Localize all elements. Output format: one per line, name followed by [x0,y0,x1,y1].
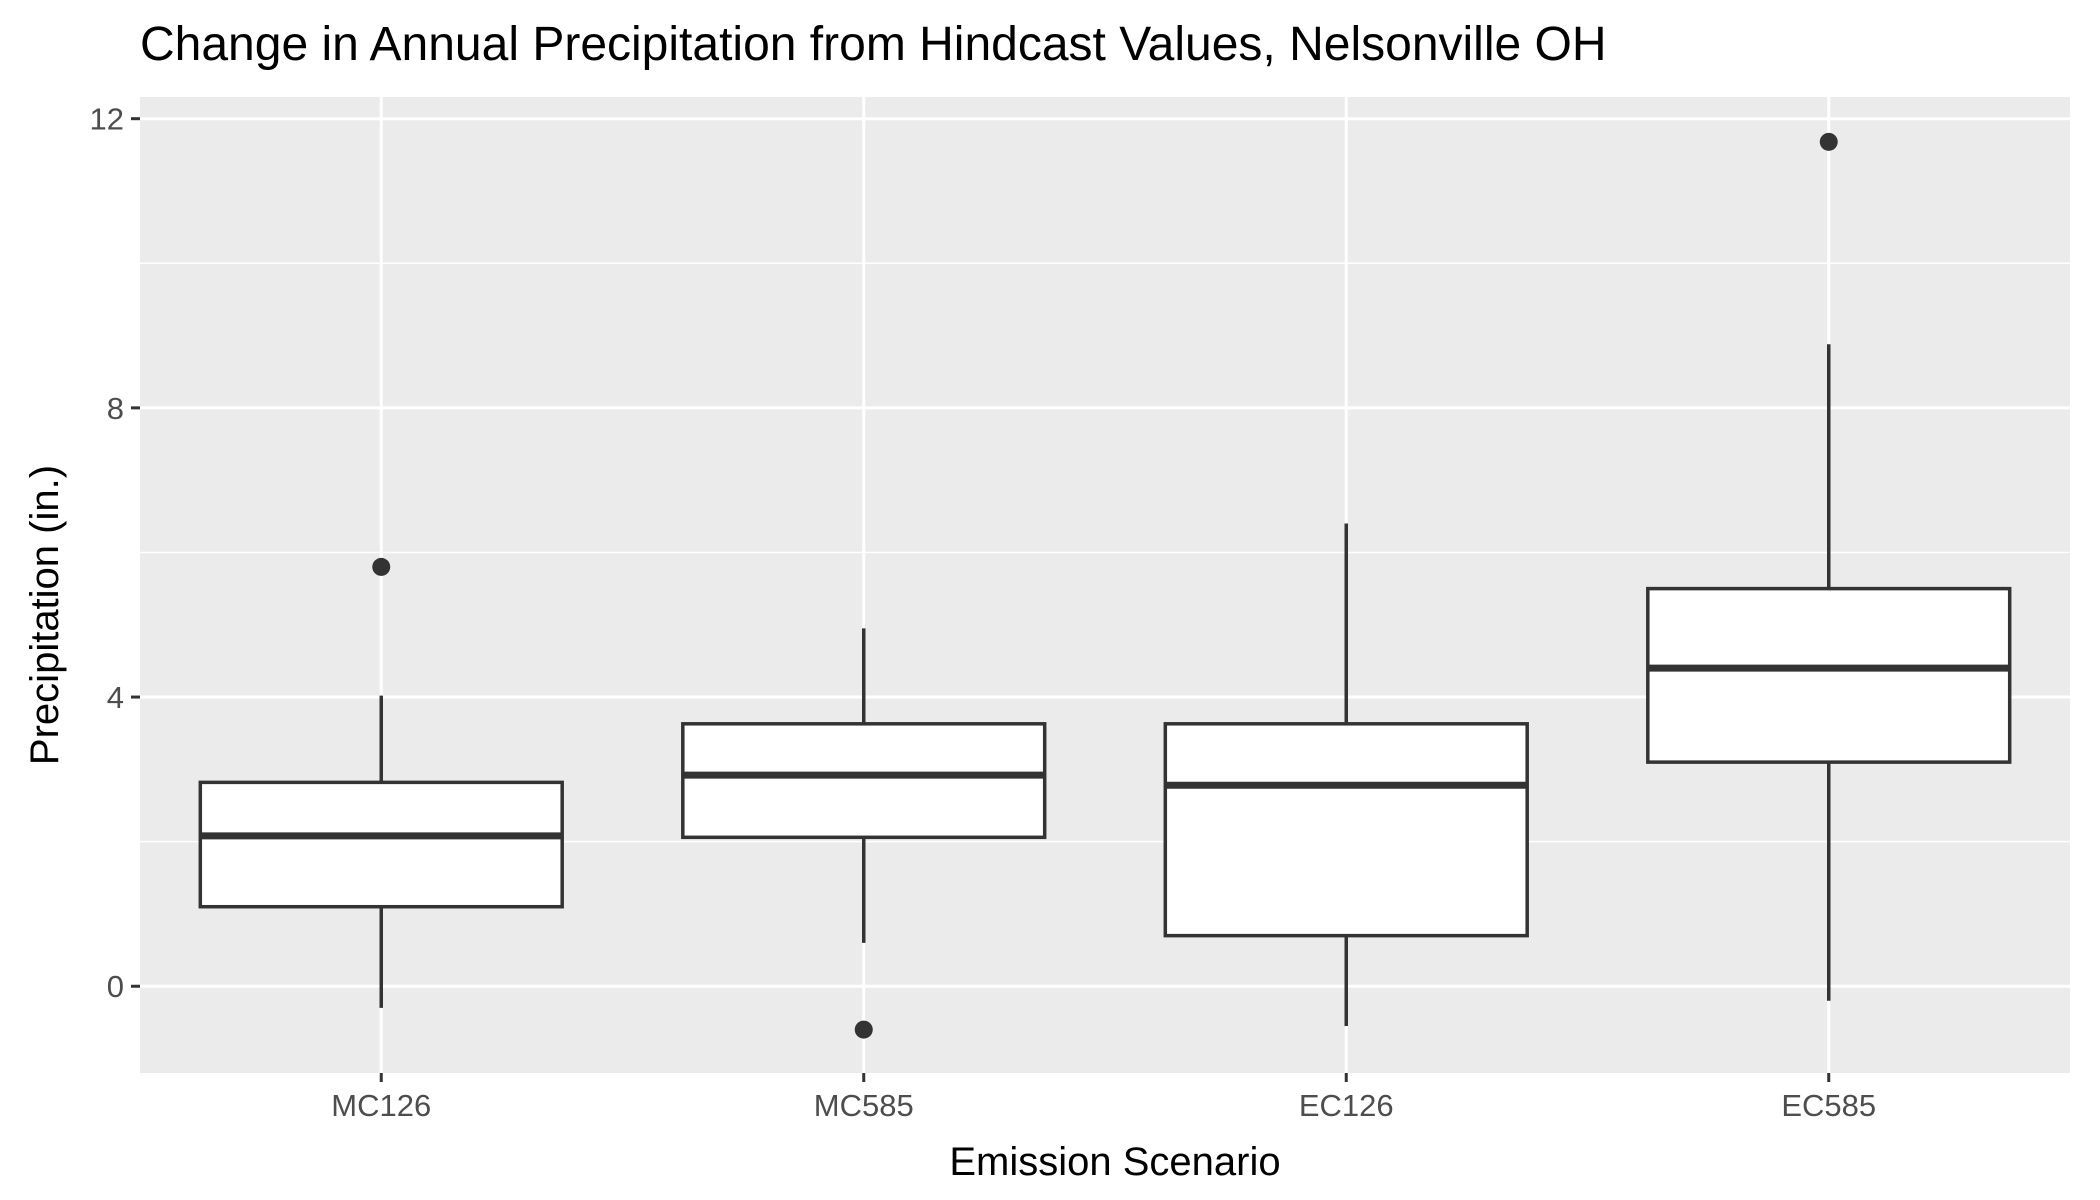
axes: 0 4 8 12 MC126 MC585 EC126 EC585 [90,102,1877,1123]
y-axis-title: Precipitation (in.) [23,465,67,765]
box-mc126 [198,557,564,1008]
y-tick-label: 12 [90,102,124,137]
outlier-point [1819,132,1838,151]
box-body [681,722,1047,840]
plot-panel [140,97,2070,1073]
y-tick-label: 0 [107,969,124,1004]
box-body [1646,586,2012,764]
box-ec585 [1646,132,2012,1001]
box-body [198,780,564,909]
box-body [1163,722,1529,938]
x-tick-label: MC126 [331,1088,431,1123]
y-tick-label: 4 [107,680,124,715]
x-tick-label: EC585 [1781,1088,1876,1123]
x-tick-label: EC126 [1299,1088,1394,1123]
box-ec126 [1163,523,1529,1027]
chart-title: Change in Annual Precipitation from Hind… [140,18,1607,71]
outlier-point [854,1020,873,1039]
x-tick-label: MC585 [814,1088,914,1123]
y-tick-label: 8 [107,391,124,426]
box-series [198,132,2012,1039]
x-axis-title: Emission Scenario [949,1140,1280,1184]
outlier-point [372,557,391,576]
box-mc585 [681,628,1047,1039]
panel-background [140,97,2070,1073]
